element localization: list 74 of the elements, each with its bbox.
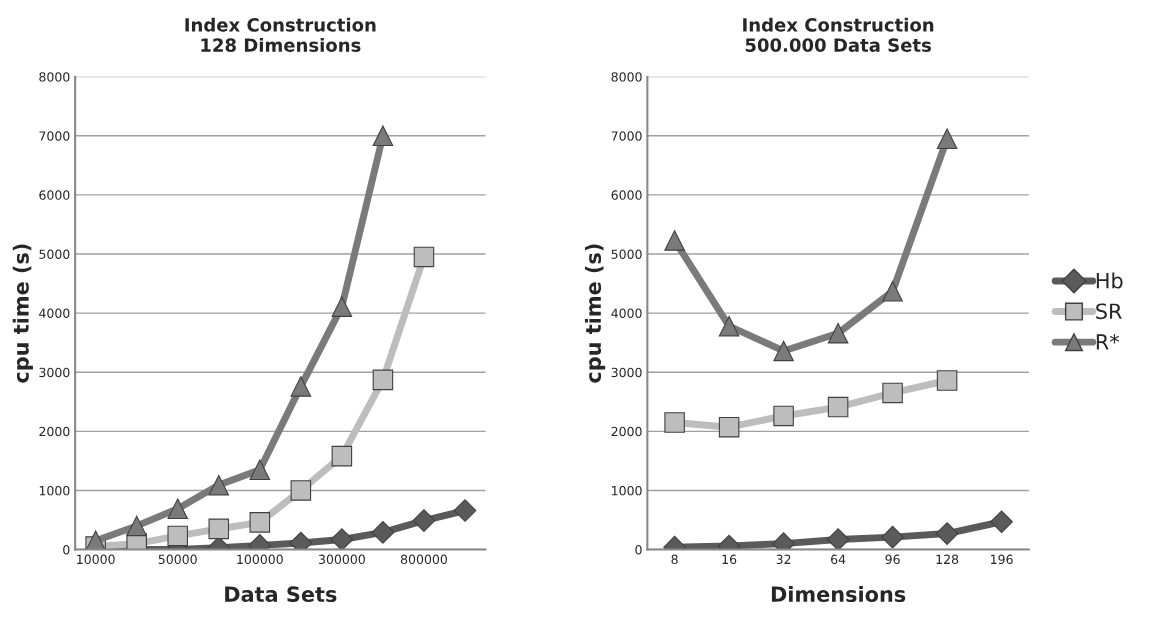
point	[85, 530, 106, 550]
point	[331, 445, 353, 467]
point	[126, 515, 147, 537]
legend-label: Hb	[1096, 272, 1123, 289]
y-tick-label: 6000	[39, 190, 70, 200]
chart-title: Index Construction 128 Dimensions	[185, 17, 376, 52]
x-tick-label: 800000	[400, 554, 447, 565]
y-tick-label: 2000	[39, 426, 70, 437]
y-tick-label: 0	[635, 545, 642, 555]
y-tick-label: 2000	[611, 426, 642, 437]
point	[453, 499, 477, 522]
y-axis-title: cpu time (s)	[584, 244, 606, 383]
point	[718, 315, 740, 337]
point	[882, 280, 903, 302]
point	[990, 510, 1013, 534]
y-axis-title: cpu time (s)	[12, 244, 33, 383]
y-tick-label: 7000	[611, 131, 642, 141]
x-tick-label: 8	[671, 554, 678, 565]
point	[773, 340, 794, 362]
y-tick-label: 1000	[612, 485, 642, 496]
legend-label: SR	[1096, 303, 1122, 320]
y-tick-label: 6000	[611, 190, 642, 200]
y-tick-label: 5000	[39, 249, 70, 259]
y-tick-label: 3000	[39, 367, 70, 378]
point	[330, 528, 354, 550]
point	[718, 416, 740, 438]
y-tick-label: 7000	[39, 131, 70, 141]
point	[827, 322, 849, 344]
point	[882, 382, 903, 404]
point	[413, 246, 435, 268]
point	[664, 412, 685, 433]
x-axis-title: Data Sets	[225, 586, 337, 603]
x-tick-label: 196	[991, 554, 1013, 565]
legend-label: R*	[1096, 333, 1120, 350]
x-tick-label: 128	[936, 554, 959, 565]
point	[290, 480, 312, 501]
y-tick-label: 4000	[611, 308, 642, 319]
point	[249, 512, 271, 533]
point	[167, 498, 189, 520]
point	[372, 369, 394, 391]
y-tick-label: 5000	[611, 249, 642, 259]
point	[412, 509, 436, 532]
x-axis-title: Dimensions	[771, 585, 906, 603]
y-tick-label: 4000	[39, 308, 70, 319]
point	[331, 296, 353, 317]
point	[935, 522, 959, 545]
y-tick-label: 8000	[611, 72, 642, 82]
x-tick-label: 100000	[237, 554, 283, 565]
point	[167, 525, 189, 547]
point	[826, 528, 850, 550]
point	[371, 521, 395, 544]
y-tick-label: 0	[63, 545, 70, 555]
point	[936, 370, 958, 391]
x-tick-label: 10000	[77, 554, 115, 565]
x-tick-label: 96	[885, 554, 900, 565]
y-tick-label: 1000	[39, 485, 70, 496]
x-tick-label: 300000	[318, 554, 365, 565]
chart-title: Index Construction 500.000 Data Sets	[743, 17, 934, 52]
point	[208, 518, 230, 540]
point	[936, 128, 958, 150]
point	[249, 459, 271, 481]
point	[290, 376, 312, 397]
point	[881, 525, 904, 549]
y-tick-label: 3000	[611, 367, 642, 378]
point	[372, 125, 394, 147]
x-tick-label: 50000	[158, 554, 197, 565]
point	[827, 396, 849, 418]
point	[208, 474, 230, 496]
x-tick-label: 16	[722, 554, 737, 565]
x-tick-label: 64	[831, 554, 846, 565]
x-tick-label: 32	[776, 554, 791, 565]
point	[773, 405, 794, 427]
y-tick-label: 8000	[39, 72, 70, 82]
point	[664, 230, 685, 251]
